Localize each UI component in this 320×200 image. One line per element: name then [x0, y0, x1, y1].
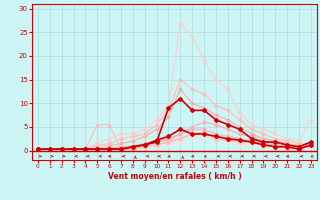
X-axis label: Vent moyen/en rafales ( km/h ): Vent moyen/en rafales ( km/h )	[108, 172, 241, 181]
